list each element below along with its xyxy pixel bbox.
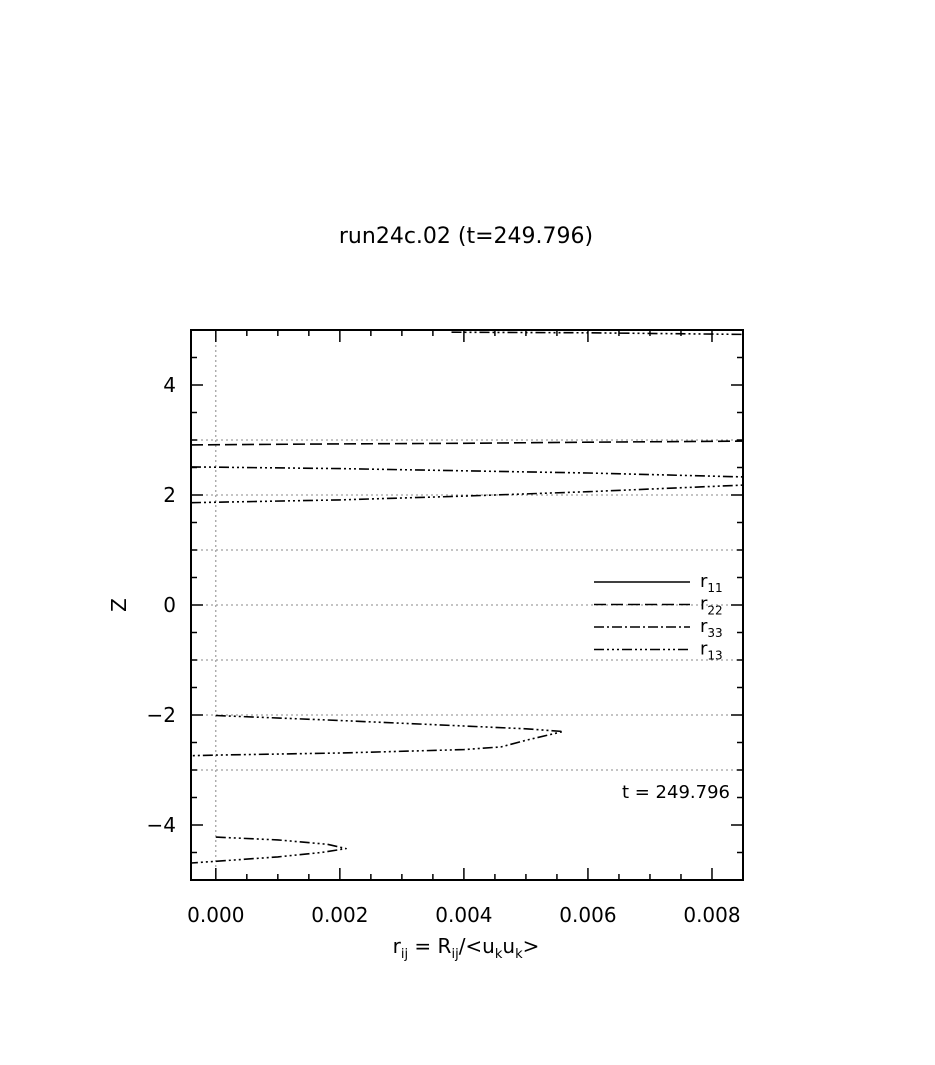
series-line-r13 <box>190 836 347 864</box>
y-tick-label: −4 <box>147 813 176 837</box>
legend-label-r22: r22 <box>700 594 723 618</box>
x-tick-labels: 0.000 0.002 0.004 0.006 0.008 <box>187 903 740 927</box>
series-line-r13 <box>190 466 744 478</box>
legend-label-r13: r13 <box>700 639 723 663</box>
x-tick-label: 0.000 <box>187 903 244 927</box>
gridlines <box>191 330 743 880</box>
x-tick-label: 0.002 <box>311 903 368 927</box>
y-axis-label: Z <box>107 598 131 612</box>
plot-frame <box>190 329 744 881</box>
y-tick-labels: 4 2 0 −2 −4 <box>147 373 176 837</box>
series-line-r13 <box>190 714 564 757</box>
y-tick-label: 4 <box>163 373 176 397</box>
series-line-r22 <box>190 440 744 446</box>
x-tick-label: 0.006 <box>559 903 616 927</box>
y-tick-label: −2 <box>147 703 176 727</box>
x-axis-label: rij = Rij/<ukuk> <box>393 934 540 962</box>
x-tick-label: 0.008 <box>683 903 740 927</box>
chart-title: run24c.02 (t=249.796) <box>339 224 593 249</box>
y-tick-label: 2 <box>163 483 176 507</box>
legend-label-r11: r11 <box>700 571 723 595</box>
series-line-r13 <box>190 484 744 504</box>
time-annotation: t = 249.796 <box>622 782 730 803</box>
legend-label-r33: r33 <box>700 616 723 640</box>
x-tick-label: 0.004 <box>435 903 492 927</box>
y-tick-label: 0 <box>163 593 176 617</box>
